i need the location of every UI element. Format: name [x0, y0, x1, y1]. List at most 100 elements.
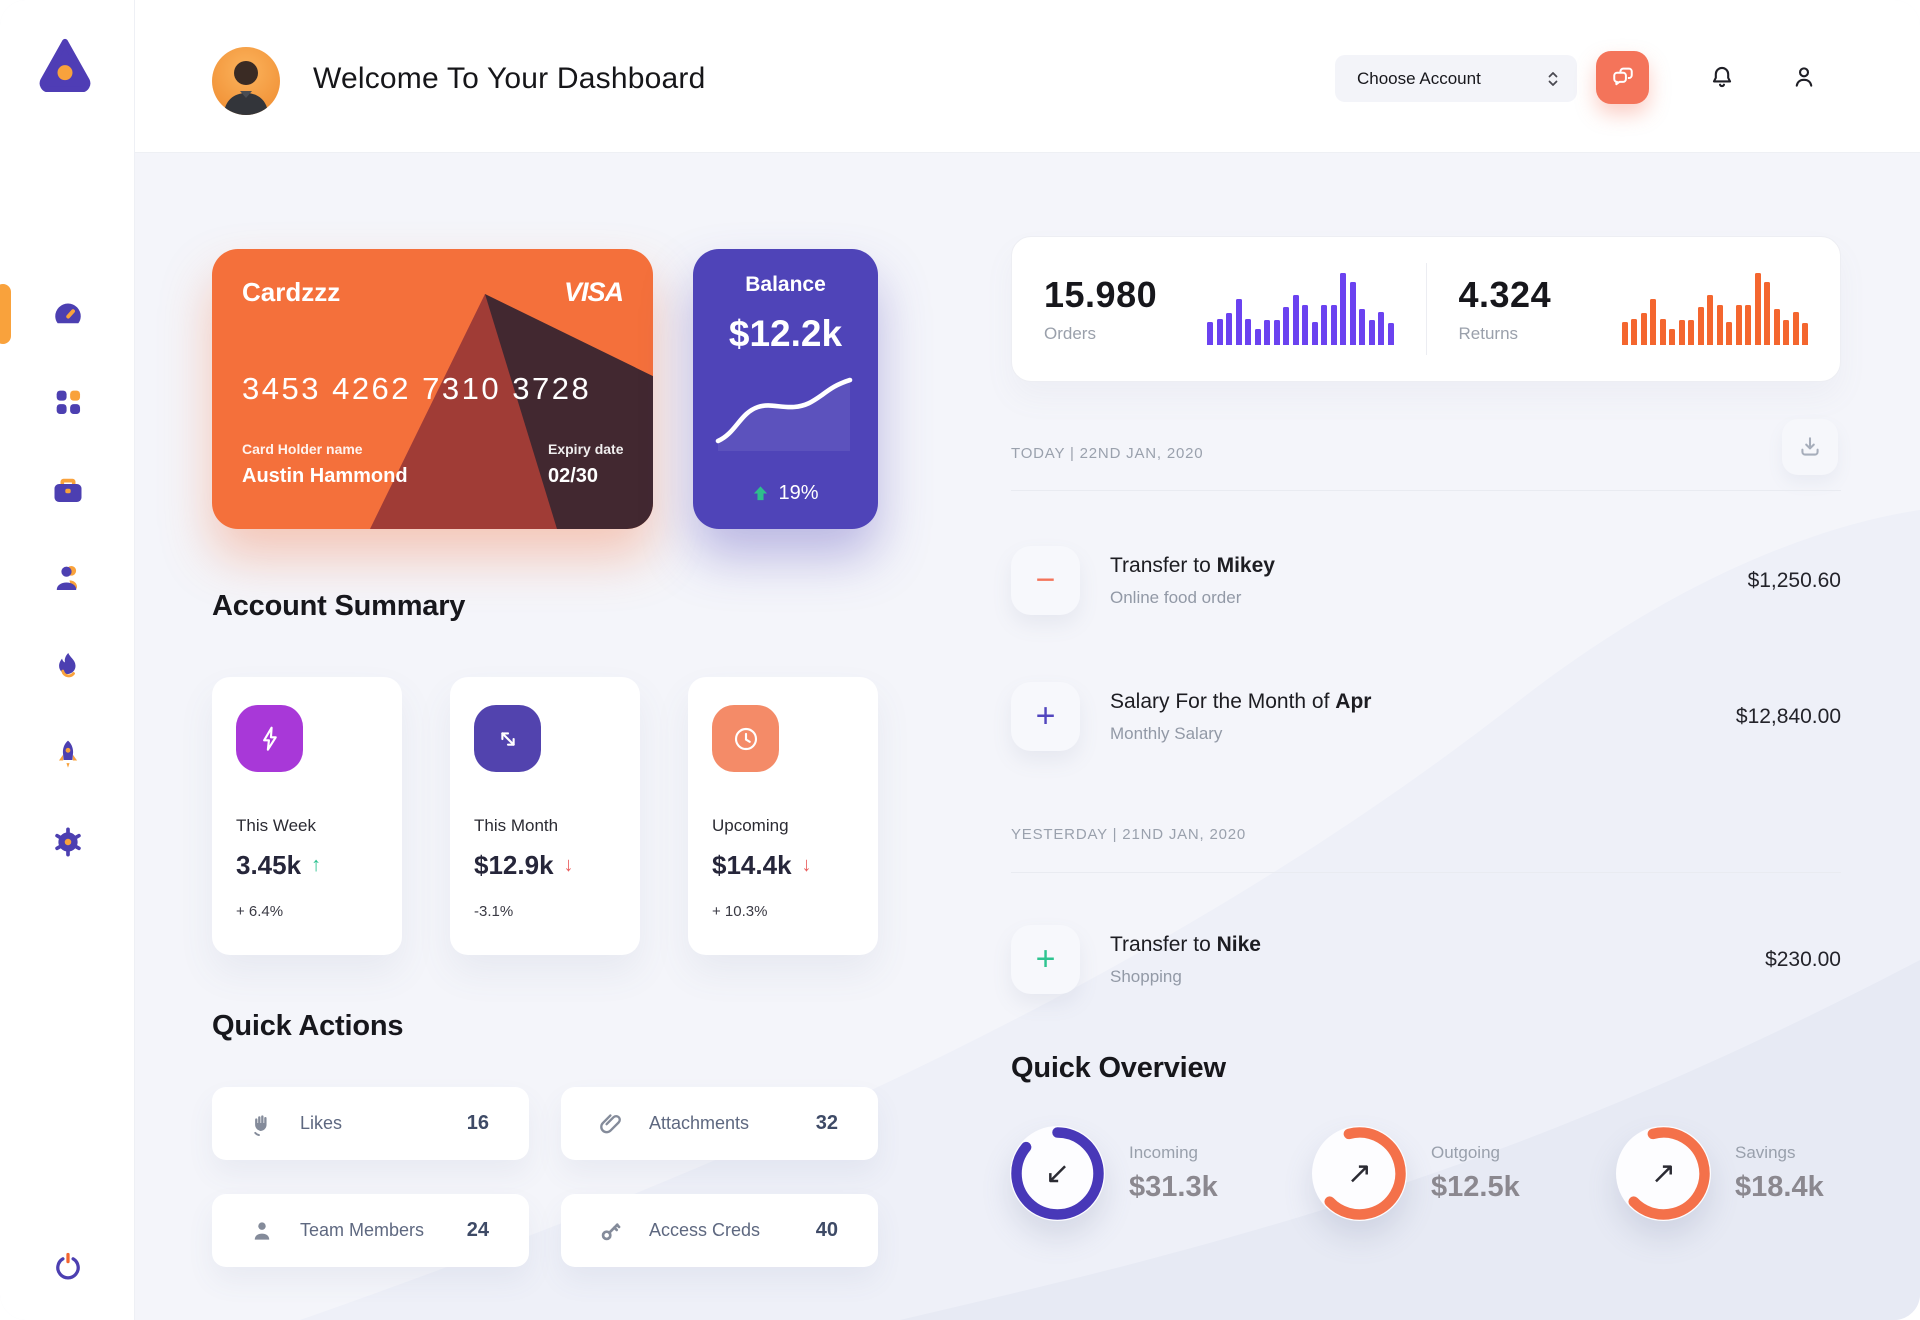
divider — [1011, 872, 1841, 873]
returns-stat: 4.324 Returns — [1427, 237, 1841, 381]
minus-icon: − — [1011, 546, 1080, 615]
transactions-date-today: TODAY | 22ND JAN, 2020 — [1011, 445, 1204, 462]
top-bar: Welcome To Your Dashboard Choose Account — [135, 0, 1920, 153]
balance-card: Balance $12.2k 19% — [693, 249, 878, 529]
bell-icon — [1712, 66, 1732, 88]
summary-change: -3.1% — [474, 903, 514, 920]
card-name: Cardzzz — [242, 277, 341, 307]
summary-label: This Month — [474, 816, 559, 835]
sidebar-item-dashboard[interactable] — [0, 282, 135, 346]
plus-icon: + — [1011, 682, 1080, 751]
quick-action-count: 24 — [466, 1219, 489, 1241]
incoming-ring: ↙ — [1010, 1126, 1105, 1221]
orders-stat: 15.980 Orders — [1012, 237, 1426, 381]
summary-change: + 6.4% — [236, 903, 284, 920]
quick-action-count: 32 — [815, 1112, 838, 1134]
app-logo-icon[interactable] — [30, 28, 100, 98]
logout-button[interactable] — [0, 1250, 135, 1284]
transaction-title-bold: Apr — [1335, 689, 1372, 713]
quick-action-likes[interactable]: Likes 16 — [212, 1087, 529, 1160]
bank-card: Cardzzz VISA 3453 4262 7310 3728 Card Ho… — [212, 249, 653, 529]
active-indicator — [0, 284, 11, 344]
divider — [1011, 490, 1841, 491]
transaction-title-bold: Mikey — [1216, 553, 1275, 577]
sidebar-item-settings[interactable] — [0, 810, 135, 874]
user-avatar[interactable] — [212, 47, 280, 115]
returns-label: Returns — [1458, 324, 1519, 343]
overview-incoming: ↙ Incoming $31.3k — [1010, 1126, 1218, 1221]
profile-button[interactable] — [1790, 63, 1818, 96]
sidebar-item-briefcase[interactable] — [0, 458, 135, 522]
sidebar-item-apps[interactable] — [0, 370, 135, 434]
sidebar-item-launch[interactable] — [0, 722, 135, 786]
quick-action-attachments[interactable]: Attachments 32 — [561, 1087, 878, 1160]
download-icon — [1801, 437, 1819, 456]
transaction-amount: $1,250.60 — [1747, 568, 1841, 592]
summary-card-this-month: This Month $12.9k ↓ -3.1% — [450, 677, 640, 955]
transaction-amount: $12,840.00 — [1735, 704, 1841, 728]
balance-change: 19% — [752, 482, 819, 505]
card-holder-name: Austin Hammond — [242, 465, 408, 487]
trend-up-icon: ↑ — [311, 854, 322, 876]
trend-down-icon: ↓ — [801, 854, 812, 876]
paperclip-icon — [600, 1113, 621, 1133]
arrow-up-right-icon: ↗ — [1346, 1157, 1373, 1190]
orders-value: 15.980 — [1044, 274, 1158, 315]
orders-returns-card: 15.980 Orders 4.324 Returns — [1011, 236, 1841, 382]
transaction-row[interactable]: + Transfer to Nike Shopping $230.00 — [1011, 925, 1841, 994]
transaction-subtitle: Shopping — [1110, 966, 1182, 986]
transaction-row[interactable]: − Transfer to Mikey Online food order $1… — [1011, 546, 1841, 615]
quick-action-access-creds[interactable]: Access Creds 40 — [561, 1194, 878, 1267]
card-expiry-date: 02/30 — [548, 465, 599, 487]
balance-label: Balance — [745, 273, 826, 296]
summary-label: Upcoming — [712, 816, 789, 835]
overview-value: $18.4k — [1735, 1171, 1824, 1203]
notifications-button[interactable] — [1708, 63, 1736, 96]
outgoing-ring: ↗ — [1312, 1126, 1407, 1221]
transaction-subtitle: Online food order — [1110, 587, 1242, 607]
account-select[interactable]: Choose Account — [1335, 55, 1577, 102]
balance-sparkline — [715, 377, 852, 451]
diagonal-arrows-icon — [474, 705, 541, 772]
transaction-title: Salary For the Month of — [1110, 689, 1330, 713]
balance-change-value: 19% — [778, 482, 819, 504]
sidebar-item-trending[interactable] — [0, 634, 135, 698]
overview-label: Savings — [1735, 1143, 1796, 1162]
briefcase-icon — [54, 478, 81, 502]
card-holder-label: Card Holder name — [242, 441, 363, 457]
profile-icon — [1795, 67, 1813, 87]
member-icon — [254, 1221, 270, 1240]
card-holder: Card Holder name Austin Hammond — [242, 441, 408, 488]
sidebar-item-users[interactable] — [0, 546, 135, 610]
up-arrow-icon — [754, 486, 768, 501]
sidebar — [0, 0, 135, 1320]
power-icon — [55, 1252, 80, 1280]
arrow-up-right-icon: ↗ — [1650, 1157, 1677, 1190]
trend-down-icon: ↓ — [563, 854, 574, 876]
returns-value: 4.324 — [1458, 274, 1552, 315]
quick-action-label: Attachments — [649, 1113, 750, 1133]
overview-savings: ↗ Savings $18.4k — [1616, 1126, 1824, 1221]
quick-actions-title: Quick Actions — [212, 1010, 404, 1042]
quick-action-label: Access Creds — [649, 1220, 761, 1240]
divider — [1425, 263, 1427, 355]
chat-button[interactable] — [1596, 51, 1649, 104]
balance-value: $12.2k — [728, 313, 843, 354]
account-select-label: Choose Account — [1357, 68, 1481, 88]
clap-icon — [254, 1114, 267, 1136]
summary-change: + 10.3% — [712, 903, 768, 920]
download-button[interactable] — [1782, 419, 1838, 475]
quick-action-team-members[interactable]: Team Members 24 — [212, 1194, 529, 1267]
overview-value: $12.5k — [1431, 1171, 1520, 1203]
transaction-row[interactable]: + Salary For the Month of Apr Monthly Sa… — [1011, 682, 1841, 751]
transaction-title: Transfer to — [1110, 553, 1211, 577]
user-icon — [56, 566, 77, 590]
overview-label: Incoming — [1129, 1143, 1198, 1162]
account-summary-title: Account Summary — [212, 590, 466, 622]
summary-value: $14.4k — [712, 850, 792, 880]
select-chevrons-icon — [1548, 71, 1558, 86]
card-decoration — [370, 294, 653, 529]
visa-logo: VISA — [563, 277, 624, 307]
summary-card-upcoming: Upcoming $14.4k ↓ + 10.3% — [688, 677, 878, 955]
